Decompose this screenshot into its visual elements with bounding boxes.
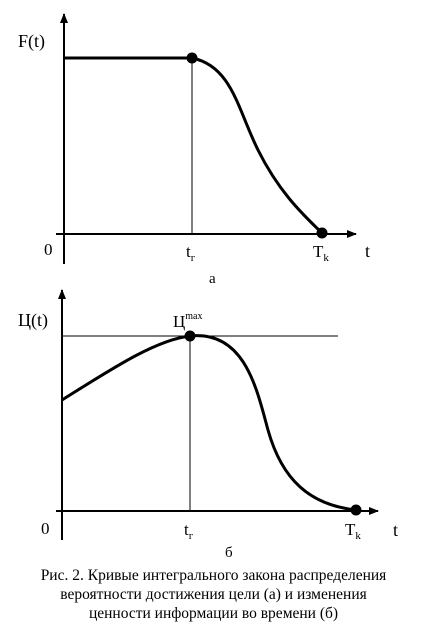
graph-a-y-label: F(t): [18, 31, 45, 52]
graph-b-curve: [61, 334, 357, 512]
graph-b-panel-label: б: [225, 545, 233, 561]
graph-a-x-label: t: [365, 241, 370, 261]
graph-b-tick-tk-sub: k: [355, 530, 361, 542]
graph-b-y-label: Ц(t): [18, 310, 48, 331]
graph-b-tick-tr-sub: г: [189, 530, 194, 542]
caption-line-2: вероятности достижения цели (а) и измене…: [60, 586, 367, 603]
graph-b-origin-label: 0: [41, 519, 50, 538]
graph-b-tick-tk: Tk: [345, 520, 361, 542]
graph-a-origin-label: 0: [44, 240, 53, 259]
graph-a-tick-tk: Tk: [313, 242, 329, 264]
graph-a: F(t) 0 t tг Tk а: [18, 13, 370, 287]
graph-a-curve: [64, 56, 324, 235]
caption-line-1: Рис. 2. Кривые интегрального закона расп…: [40, 567, 387, 584]
graph-a-point-tr: [186, 52, 198, 64]
graph-b-point-tk: [350, 504, 362, 516]
graph-b: Ц(t) Цmax 0 t tг Tk б: [18, 289, 398, 561]
graph-b-point-max: [184, 330, 196, 342]
caption-line-3: ценности информации во времени (б): [88, 605, 339, 622]
graph-a-tick-tk-sub: k: [323, 252, 329, 264]
graph-a-tick-tr: tг: [186, 242, 196, 264]
graph-b-peak-label: Цmax: [173, 311, 203, 331]
graph-b-tick-tr: tг: [184, 520, 194, 542]
graph-a-panel-label: а: [209, 271, 216, 287]
figure-caption: Рис. 2. Кривые интегрального закона расп…: [0, 566, 427, 623]
graph-b-x-label: t: [393, 520, 398, 540]
graph-b-peak-sup: max: [185, 311, 202, 322]
graph-a-tick-tr-sub: г: [191, 252, 196, 264]
graph-a-point-tk: [316, 227, 328, 239]
